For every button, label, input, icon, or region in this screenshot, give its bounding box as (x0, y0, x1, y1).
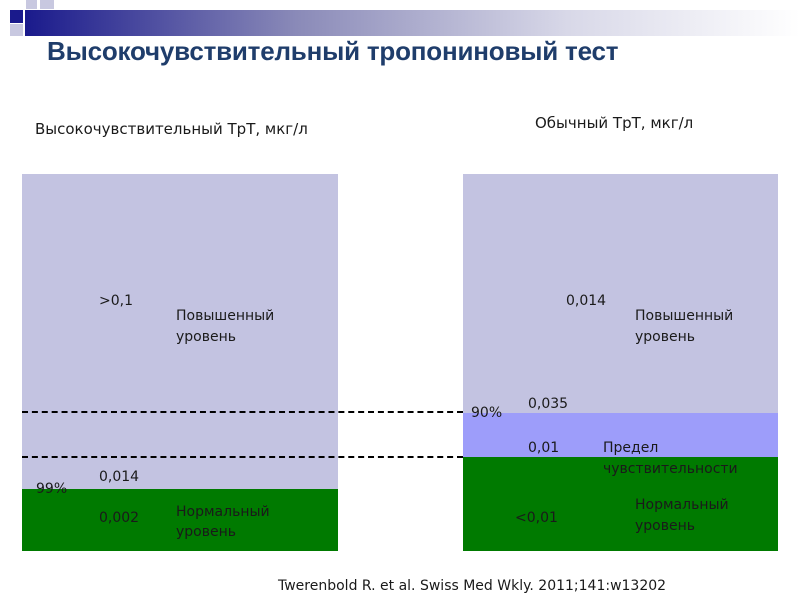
left-normal-label-2: уровень (176, 524, 237, 540)
right-cutoff-value: 0,035 (528, 396, 569, 412)
left-panel-header: Высокочувствительный TpT, мкг/л (35, 120, 308, 138)
title-bar (25, 10, 800, 36)
header-square-3 (40, 0, 54, 9)
left-cutoff-value: 0,014 (99, 469, 140, 485)
right-panel-header: Обычный TpT, мкг/л (535, 114, 694, 132)
right-limit-label-1: Предел (603, 440, 659, 456)
header-square-2 (26, 0, 37, 9)
left-elevated-value: >0,1 (99, 293, 133, 309)
right-normal-label-2: уровень (635, 518, 696, 534)
slide-title: Высокочувствительный тропониновый тест (47, 36, 619, 66)
header-square-1 (10, 10, 23, 23)
right-detection-limit-zone (463, 413, 778, 457)
left-percentile: 99% (36, 481, 68, 497)
header-square-5 (10, 24, 23, 36)
left-normal-value: 0,002 (99, 510, 140, 526)
left-elevated-label-2: уровень (176, 329, 237, 345)
right-percentile: 90% (471, 405, 503, 421)
right-elevated-label-2: уровень (635, 329, 696, 345)
cutoff-line-upper (22, 411, 463, 413)
right-limit-label-2: чувствительности (603, 461, 738, 477)
left-normal-zone (22, 489, 338, 551)
right-normal-value: <0,01 (515, 510, 558, 526)
citation: Twerenbold R. et al. Swiss Med Wkly. 201… (278, 578, 667, 594)
right-normal-label-1: Нормальный (635, 497, 729, 513)
right-elevated-value: 0,014 (566, 293, 607, 309)
right-limit-value: 0,01 (528, 440, 560, 456)
left-elevated-label-1: Повышенный (176, 308, 275, 324)
right-elevated-zone (463, 174, 778, 413)
cutoff-line-lower (22, 456, 463, 458)
right-elevated-label-1: Повышенный (635, 308, 734, 324)
left-elevated-zone (22, 174, 338, 489)
left-normal-label-1: Нормальный (176, 504, 270, 520)
right-normal-zone (463, 457, 778, 551)
